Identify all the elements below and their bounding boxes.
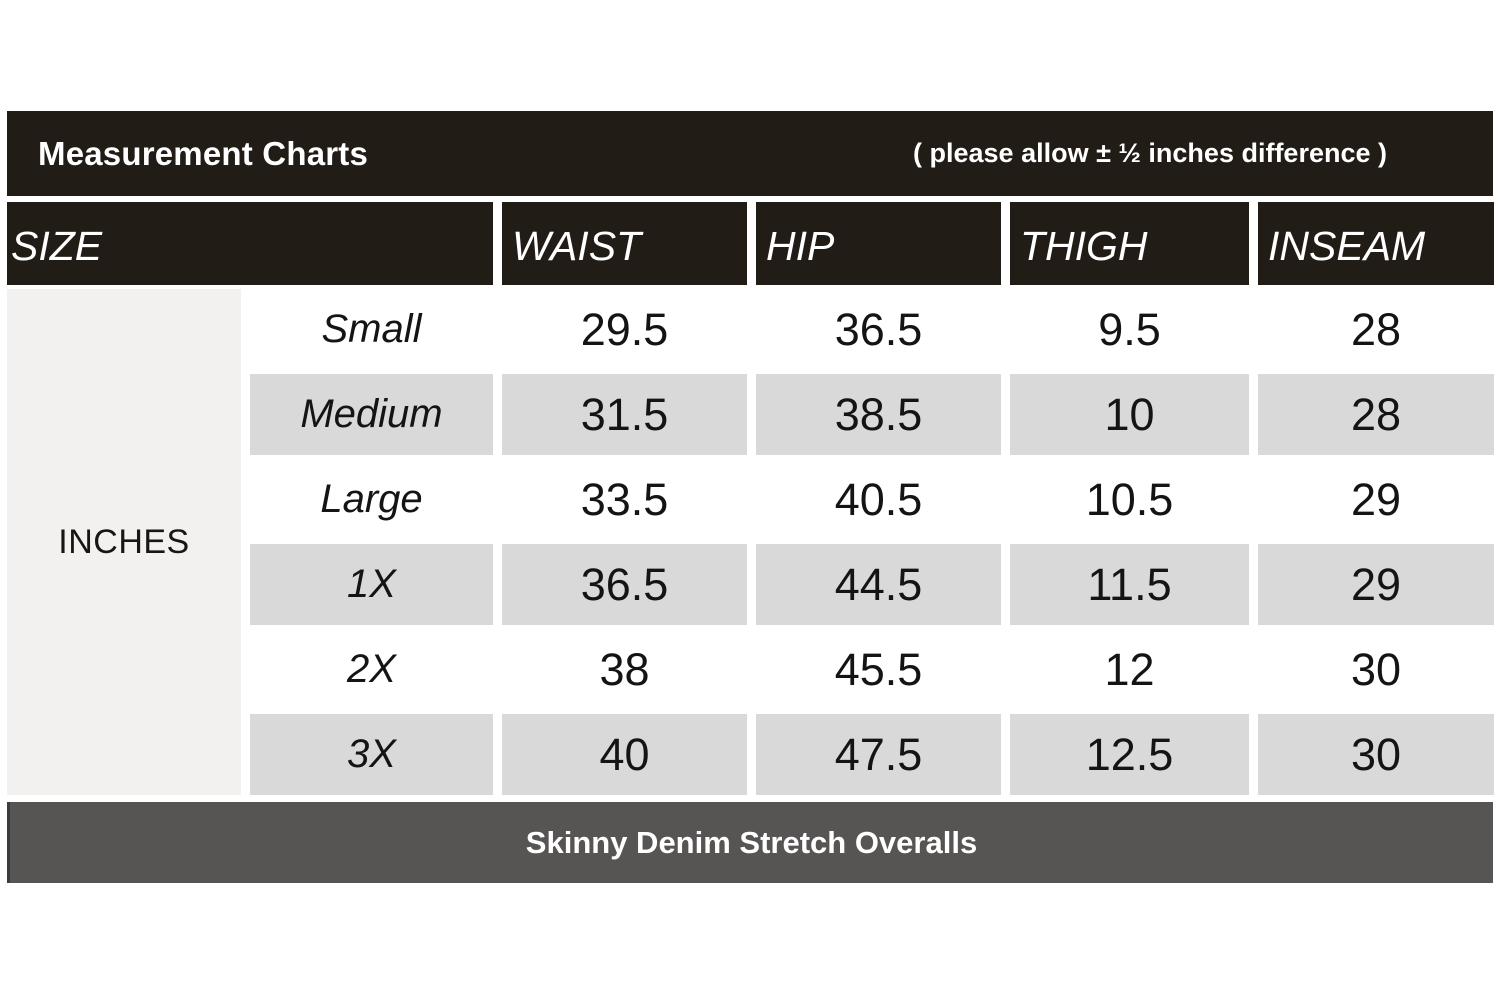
column-header-size: SIZE [7,202,493,285]
product-name-bar: Skinny Denim Stretch Overalls [7,802,1493,883]
column-header-inseam: INSEAM [1258,202,1494,285]
size-cell: 3X [250,714,493,795]
size-cell: Small [321,307,422,351]
waist-cell: 31.5 [502,374,747,455]
measurement-chart: Measurement Charts ( please allow ± ½ in… [7,111,1494,883]
hip-cell: 47.5 [756,714,1001,795]
size-cell: Large [320,477,423,521]
size-cell: Medium [250,374,493,455]
hip-cell: 45.5 [834,643,923,695]
waist-cell: 33.5 [580,473,669,525]
tolerance-note: ( please allow ± ½ inches difference ) [913,138,1387,168]
size-table: SIZE WAIST HIP THIGH INSEAM INCHES Small… [7,202,1494,795]
hip-cell: 44.5 [756,544,1001,625]
waist-cell: 29.5 [580,303,669,355]
size-cell: 1X [250,544,493,625]
hip-cell: 38.5 [756,374,1001,455]
size-cell: 2X [347,647,396,691]
inseam-cell: 30 [1350,643,1402,695]
waist-cell: 40 [502,714,747,795]
chart-header-bar: Measurement Charts ( please allow ± ½ in… [7,111,1493,196]
inseam-cell: 28 [1350,303,1402,355]
thigh-cell: 11.5 [1010,544,1249,625]
inseam-cell: 28 [1258,374,1494,455]
unit-label: INCHES [7,289,241,795]
page-title: Measurement Charts [38,134,369,172]
inseam-cell: 29 [1350,473,1402,525]
waist-cell: 36.5 [502,544,747,625]
column-header-thigh: THIGH [1010,202,1249,285]
thigh-cell: 10.5 [1085,473,1174,525]
thigh-cell: 12 [1104,643,1155,695]
inseam-cell: 29 [1258,544,1494,625]
thigh-cell: 9.5 [1098,303,1161,355]
waist-cell: 38 [599,643,650,695]
inseam-cell: 30 [1258,714,1494,795]
column-header-hip: HIP [756,202,1001,285]
column-header-waist: WAIST [502,202,747,285]
hip-cell: 40.5 [834,473,923,525]
hip-cell: 36.5 [834,303,923,355]
thigh-cell: 10 [1010,374,1249,455]
thigh-cell: 12.5 [1010,714,1249,795]
product-name: Skinny Denim Stretch Overalls [525,824,978,860]
